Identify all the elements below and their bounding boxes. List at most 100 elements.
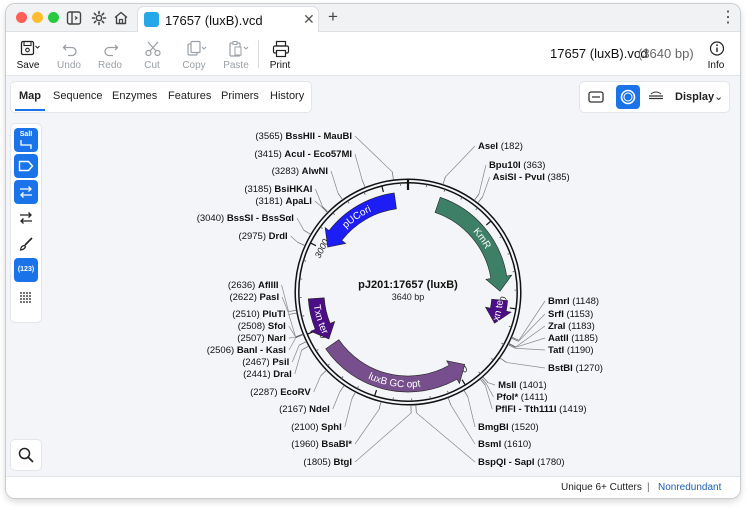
restriction-site[interactable]: BspQI - SapI (1780)	[415, 404, 565, 468]
display-menu-label[interactable]: Display	[675, 91, 715, 103]
restriction-site[interactable]: (2467) PsiI	[242, 341, 307, 368]
site-tick	[473, 193, 480, 201]
home-icon[interactable]	[112, 9, 130, 27]
restriction-site[interactable]: (3185) BsiHKAI	[244, 184, 329, 213]
tab-map[interactable]: Map	[19, 90, 41, 102]
site-position: (3185)	[244, 184, 274, 195]
sequence-view-button[interactable]	[644, 85, 668, 109]
zoom-window-button[interactable]	[48, 12, 59, 23]
site-leader	[288, 313, 296, 337]
restriction-site[interactable]: (2506) BanI - KasI	[207, 334, 304, 356]
cutters-filter[interactable]: Unique 6+ Cutters	[561, 482, 642, 493]
restriction-site[interactable]: (3040) BssSI - BssSαI	[197, 213, 311, 235]
feature-arrow[interactable]	[325, 339, 466, 393]
site-leader	[288, 337, 296, 339]
site-name: NarI	[267, 333, 285, 344]
color-tool-button[interactable]	[14, 232, 38, 256]
restriction-site[interactable]: AatII (1185)	[508, 333, 598, 348]
sequence-text-button[interactable]	[14, 286, 38, 310]
map-tools-sidebar: SalI (123)	[11, 124, 41, 322]
minor-tick	[501, 342, 504, 345]
restriction-site[interactable]: (2510) PluTI	[232, 309, 304, 338]
restriction-site[interactable]: BstBI (1270)	[499, 357, 603, 374]
search-button[interactable]	[11, 440, 41, 470]
close-window-button[interactable]	[16, 12, 27, 23]
restriction-site[interactable]: (2100) SphI	[291, 391, 356, 433]
site-leader	[515, 337, 546, 348]
site-leader	[515, 325, 546, 348]
enzyme-tool-button[interactable]: SalI	[14, 128, 38, 152]
restriction-site[interactable]: BsmI (1610)	[447, 397, 531, 450]
nonredundant-filter[interactable]: Nonredundant	[658, 482, 722, 493]
tab-enzymes[interactable]: Enzymes	[112, 90, 158, 102]
new-tab-button[interactable]: +	[328, 7, 338, 26]
restriction-site[interactable]: (2622) PasI	[229, 292, 298, 315]
site-position: (1411)	[518, 392, 547, 403]
paste-icon	[229, 41, 249, 57]
redo-button[interactable]: Redo	[90, 32, 130, 76]
restriction-site[interactable]: (3283) AlwNI	[272, 166, 343, 200]
feature-arrow[interactable]	[307, 297, 336, 340]
plasmid-map[interactable]: 500100015002000250030003500pUCoriKmRTxn …	[6, 76, 740, 476]
minimize-window-button[interactable]	[32, 12, 43, 23]
restriction-site[interactable]: Bpu10I (363)	[473, 160, 545, 201]
restriction-site[interactable]: PfoI* (1411)	[481, 377, 548, 403]
restriction-site[interactable]: (2287) EcoRV	[250, 369, 327, 398]
window-menu-button[interactable]: ⋮	[720, 9, 736, 26]
restriction-site[interactable]: (3415) AcuI - Eco57MI	[254, 149, 366, 188]
restriction-site[interactable]: SrfI (1153)	[511, 309, 593, 342]
restriction-site[interactable]: (2167) NdeI	[279, 385, 345, 415]
chevron-down-icon[interactable]: ⌄	[714, 91, 724, 103]
orf-tool-button[interactable]	[14, 180, 38, 204]
gear-icon[interactable]	[90, 9, 108, 27]
restriction-site[interactable]: (1805) BtgI	[303, 404, 412, 468]
cut-label: Cut	[144, 60, 160, 71]
site-leader	[315, 188, 323, 207]
tab-features[interactable]: Features	[168, 90, 212, 102]
restriction-site[interactable]: (2975) DrdI	[239, 231, 306, 246]
tab-primers[interactable]: Primers	[221, 90, 259, 102]
restriction-site[interactable]: BmrI (1148)	[511, 296, 599, 341]
feature-arrow[interactable]	[484, 298, 512, 324]
paste-button[interactable]: Paste	[216, 32, 256, 76]
info-button[interactable]: Info	[696, 32, 736, 76]
restriction-site[interactable]: (1960) BsaBI*	[291, 401, 382, 450]
primer-tool-button[interactable]	[14, 206, 38, 230]
site-leader	[482, 176, 490, 197]
undo-button[interactable]: Undo	[49, 32, 89, 76]
restriction-site[interactable]: (3565) BssHII - MauBI	[255, 131, 394, 180]
linear-view-button[interactable]	[584, 85, 608, 109]
restriction-site[interactable]: MslI (1401)	[482, 376, 547, 391]
restriction-site[interactable]: TatI (1190)	[507, 344, 594, 356]
feature-tool-button[interactable]	[14, 154, 38, 178]
tab-title: 17657 (luxB).vcd	[165, 13, 263, 28]
feature-arrow[interactable]	[324, 192, 397, 248]
site-leader	[354, 409, 380, 445]
print-button[interactable]: Print	[260, 32, 300, 76]
restriction-site[interactable]: PflFI - Tth111I (1419)	[479, 378, 587, 415]
site-leader	[518, 313, 546, 342]
info-icon	[709, 41, 725, 56]
site-position: (2441)	[243, 369, 273, 380]
tab-close-button[interactable]: ✕	[303, 11, 315, 27]
restriction-site[interactable]: AsiSI - PvuI (385)	[477, 172, 570, 204]
tab-sequence[interactable]: Sequence	[53, 90, 103, 102]
numbering-tool-button[interactable]: (123)	[14, 258, 38, 282]
restriction-site[interactable]: AseI (182)	[442, 141, 523, 185]
restriction-site[interactable]: BmgBI (1520)	[463, 390, 539, 433]
save-button[interactable]: Save	[8, 32, 48, 76]
circular-view-button[interactable]	[616, 85, 640, 109]
document-tab[interactable]: 17657 (luxB).vcd ✕	[137, 6, 319, 33]
restriction-site[interactable]: (2441) DraI	[243, 345, 309, 380]
feature-arrow[interactable]	[434, 196, 513, 292]
restriction-site[interactable]: (2636) AflIII	[228, 280, 297, 312]
site-name: ApaLI	[285, 196, 311, 207]
cut-button[interactable]: Cut	[132, 32, 172, 76]
sidebar-toggle-icon[interactable]	[65, 9, 83, 27]
restriction-site[interactable]: (3181) ApaLI	[255, 196, 328, 213]
tab-history[interactable]: History	[270, 90, 305, 102]
copy-button[interactable]: Copy	[174, 32, 214, 76]
major-tick	[381, 185, 384, 193]
restriction-site[interactable]: ZraI (1183)	[508, 321, 595, 348]
undo-icon	[62, 44, 77, 57]
